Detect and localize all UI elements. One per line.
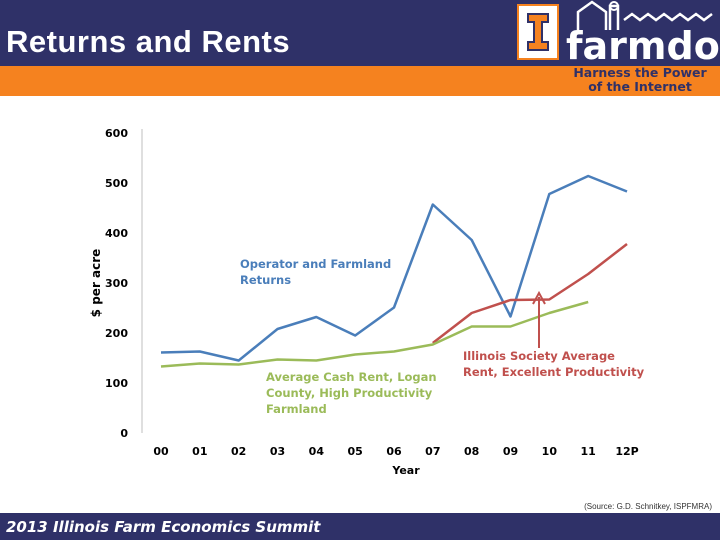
annotation-label-2: Rent, Excellent Productivity (463, 365, 645, 379)
x-tick-label: 08 (464, 445, 479, 458)
tagline-line-1: Harness the Power (573, 65, 707, 80)
y-tick-label: 400 (105, 227, 128, 240)
y-tick-label: 500 (105, 177, 128, 190)
y-axis-label: $ per acre (89, 249, 103, 318)
y-tick-label: 100 (105, 377, 128, 390)
x-tick-label: 11 (581, 445, 596, 458)
x-tick-label: 07 (425, 445, 440, 458)
x-tick-label: 06 (386, 445, 402, 458)
x-tick-label: 10 (542, 445, 558, 458)
y-tick-label: 300 (105, 277, 128, 290)
tagline: Harness the Power of the Internet (560, 66, 720, 94)
y-tick-label: 0 (120, 427, 128, 440)
footer-text: 2013 Illinois Farm Economics Summit (6, 518, 321, 536)
annotation-label-3: County, High Productivity (266, 386, 433, 400)
x-axis-label: Year (391, 464, 420, 477)
annotation-label-1: Operator and Farmland (240, 257, 391, 271)
annotation-label-3: Average Cash Rent, Logan (266, 370, 437, 384)
x-tick-label: 03 (270, 445, 285, 458)
annotation-label-1: Returns (240, 273, 291, 287)
series-line-3 (160, 300, 589, 368)
annotation-label-2: Illinois Society Average (463, 349, 615, 363)
x-tick-label: 04 (309, 445, 325, 458)
series-line-2 (432, 243, 628, 344)
x-tick-label: 02 (231, 445, 246, 458)
x-tick-label: 09 (503, 445, 518, 458)
farmdoc-logo-text: farmdoc (566, 24, 720, 68)
x-tick-label: 00 (153, 445, 169, 458)
y-tick-label: 200 (105, 327, 128, 340)
illinois-logo-icon (517, 4, 559, 60)
annotation-arrow-head (532, 290, 546, 305)
annotation-label-3: Farmland (266, 402, 327, 416)
returns-rents-chart: 0 100 200 300 400 500 600 $ per acre 00 01 02 03 04 0… (89, 127, 645, 477)
series-line-1 (160, 174, 628, 362)
source-note: (Source: G.D. Schnitkey, ISPFMRA) (584, 502, 712, 511)
farm-skyline-icon (576, 0, 713, 30)
footer-bar (0, 513, 720, 540)
y-tick-label: 600 (105, 127, 128, 140)
slide-title: Returns and Rents (6, 24, 291, 59)
x-tick-label: 12P (615, 445, 638, 458)
header-bar (0, 0, 720, 66)
x-tick-label: 05 (348, 445, 363, 458)
x-tick-label: 01 (192, 445, 207, 458)
tagline-line-2: of the Internet (588, 79, 692, 94)
accent-bar (0, 66, 720, 96)
